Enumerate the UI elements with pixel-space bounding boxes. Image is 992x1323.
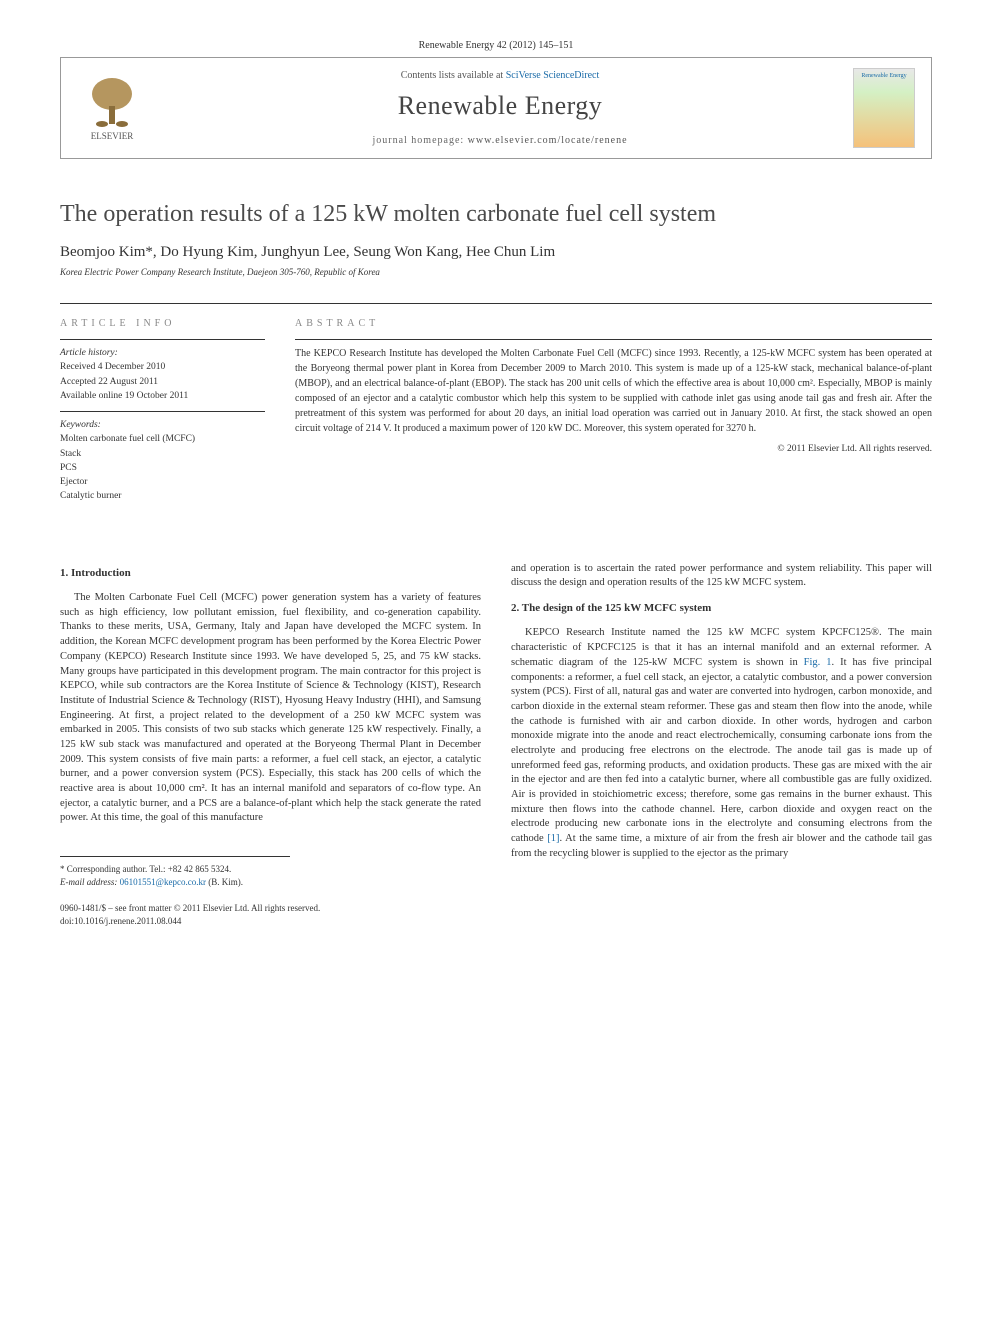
elsevier-label: ELSEVIER	[91, 131, 134, 141]
keyword-item: Catalytic burner	[60, 489, 265, 503]
section-2-heading: 2. The design of the 125 kW MCFC system	[511, 601, 932, 616]
accepted-date: Accepted 22 August 2011	[60, 375, 265, 389]
elsevier-tree-icon	[87, 76, 137, 128]
received-date: Received 4 December 2010	[60, 360, 265, 374]
section-2-para-1: KEPCO Research Institute named the 125 k…	[511, 626, 932, 861]
contents-prefix: Contents lists available at	[401, 70, 506, 81]
section-1-para-1: The Molten Carbonate Fuel Cell (MCFC) po…	[60, 591, 481, 826]
reference-1-link[interactable]: [1]	[547, 833, 559, 844]
journal-header-box: ELSEVIER Contents lists available at Sci…	[60, 57, 932, 159]
left-column: 1. Introduction The Molten Carbonate Fue…	[60, 562, 481, 928]
keywords-block: Keywords: Molten carbonate fuel cell (MC…	[60, 411, 265, 512]
email-suffix: (B. Kim).	[206, 877, 243, 887]
footnote-block: * Corresponding author. Tel.: +82 42 865…	[60, 856, 290, 888]
keywords-label: Keywords:	[60, 418, 265, 432]
online-date: Available online 19 October 2011	[60, 389, 265, 403]
email-line: E-mail address: 06101551@kepco.co.kr (B.…	[60, 876, 290, 889]
email-link[interactable]: 06101551@kepco.co.kr	[120, 877, 206, 887]
contents-available: Contents lists available at SciVerse Sci…	[167, 70, 833, 81]
s2-text-b: . It has five principal components: a re…	[511, 657, 932, 844]
header-center: Contents lists available at SciVerse Sci…	[167, 70, 833, 146]
homepage-label: journal homepage:	[372, 135, 467, 146]
sciverse-link[interactable]: SciVerse ScienceDirect	[506, 70, 600, 81]
keyword-item: Molten carbonate fuel cell (MCFC)	[60, 432, 265, 446]
article-info-column: ARTICLE INFO Article history: Received 4…	[60, 318, 265, 512]
corresponding-author: * Corresponding author. Tel.: +82 42 865…	[60, 863, 290, 876]
copyright-line: © 2011 Elsevier Ltd. All rights reserved…	[295, 444, 932, 454]
article-title: The operation results of a 125 kW molten…	[60, 199, 932, 230]
keyword-item: PCS	[60, 461, 265, 475]
keyword-item: Stack	[60, 447, 265, 461]
front-matter-line: 0960-1481/$ – see front matter © 2011 El…	[60, 902, 481, 915]
footer-meta: 0960-1481/$ – see front matter © 2011 El…	[60, 902, 481, 927]
journal-cover-thumbnail: Renewable Energy	[853, 68, 915, 148]
citation-header: Renewable Energy 42 (2012) 145–151	[60, 40, 932, 51]
doi-line: doi:10.1016/j.renene.2011.08.044	[60, 915, 481, 928]
section-1-heading: 1. Introduction	[60, 566, 481, 581]
abstract-column: ABSTRACT The KEPCO Research Institute ha…	[295, 318, 932, 512]
affiliation: Korea Electric Power Company Research In…	[60, 267, 932, 277]
figure-1-link[interactable]: Fig. 1	[804, 657, 832, 668]
body-two-column: 1. Introduction The Molten Carbonate Fue…	[60, 562, 932, 928]
journal-homepage: journal homepage: www.elsevier.com/locat…	[167, 135, 833, 146]
s2-text-c: . At the same time, a mixture of air fro…	[511, 833, 932, 859]
right-column: and operation is to ascertain the rated …	[511, 562, 932, 928]
journal-name: Renewable Energy	[167, 91, 833, 121]
keyword-item: Ejector	[60, 475, 265, 489]
article-info-heading: ARTICLE INFO	[60, 318, 265, 329]
abstract-text: The KEPCO Research Institute has develop…	[295, 339, 932, 436]
email-label: E-mail address:	[60, 877, 120, 887]
section-1-para-2: and operation is to ascertain the rated …	[511, 562, 932, 591]
abstract-heading: ABSTRACT	[295, 318, 932, 329]
info-abstract-row: ARTICLE INFO Article history: Received 4…	[60, 303, 932, 512]
history-label: Article history:	[60, 346, 265, 360]
elsevier-logo: ELSEVIER	[77, 70, 147, 146]
authors-list: Beomjoo Kim*, Do Hyung Kim, Junghyun Lee…	[60, 244, 932, 261]
article-history-block: Article history: Received 4 December 201…	[60, 339, 265, 411]
homepage-url[interactable]: www.elsevier.com/locate/renene	[468, 135, 628, 146]
